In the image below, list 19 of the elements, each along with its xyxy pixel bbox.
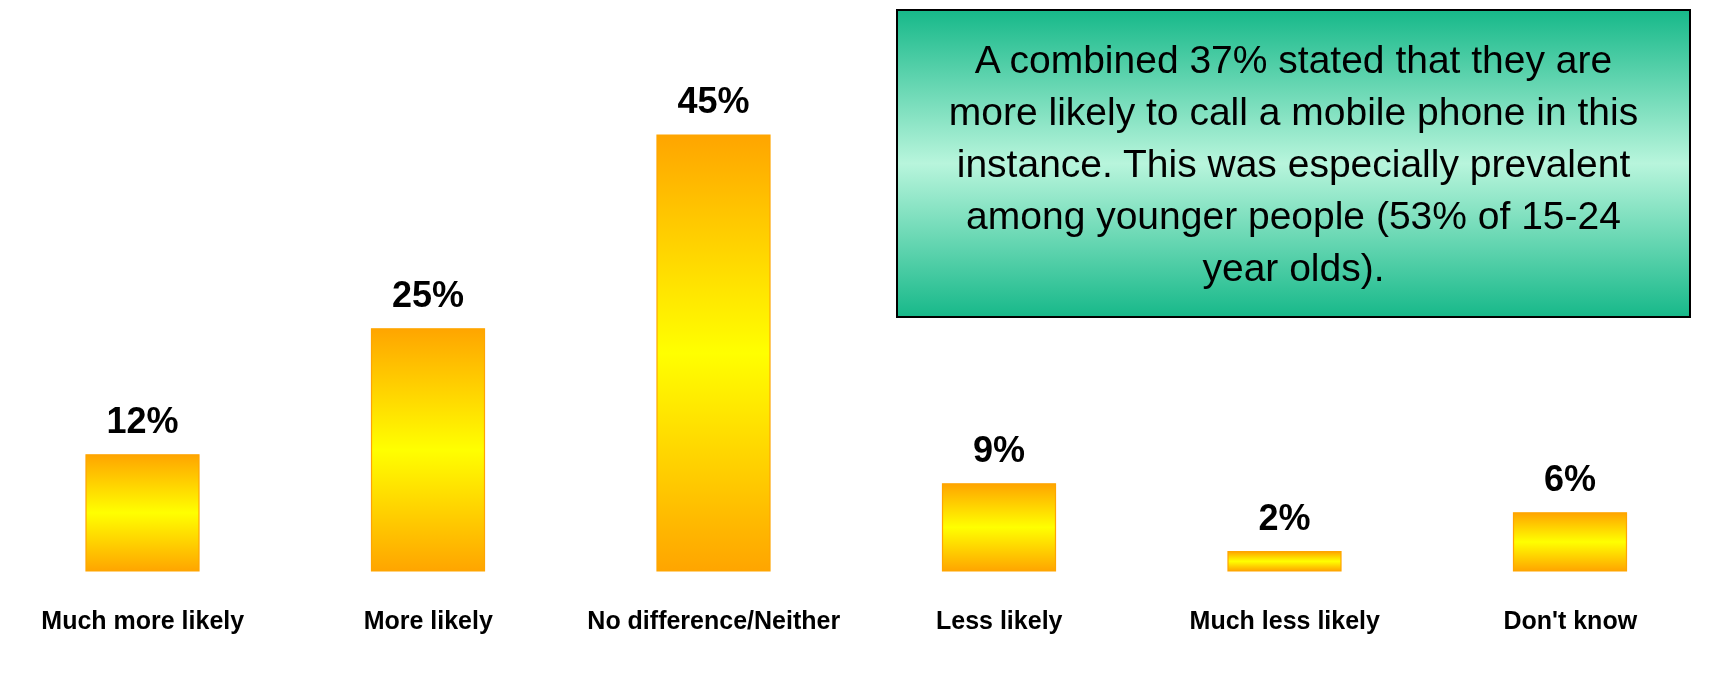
data-label: 45% (677, 80, 750, 121)
data-label: 25% (391, 273, 465, 315)
data-label: 2% (1258, 496, 1311, 538)
bar (1512, 512, 1628, 572)
bar (1227, 551, 1342, 572)
x-tick-label: Don't know (1503, 605, 1638, 634)
data-label: 6% (1543, 457, 1597, 499)
x-tick-label: No difference/Neither (587, 605, 841, 634)
x-tick-label: Less likely (936, 605, 1063, 634)
data-label: 12% (106, 399, 179, 441)
x-tick-label: Much more likely (41, 605, 245, 634)
text-box: A combined 37% stated that they are more likely to call a mobile phone in this instance. This was especially prevalent among younger people (53% of 15-24 year olds). (896, 9, 1691, 318)
bar (941, 483, 1057, 572)
bar (85, 454, 200, 572)
bar (656, 134, 771, 572)
bar (370, 328, 486, 572)
data-label: 9% (972, 428, 1026, 470)
x-tick-label: Much less likely (1189, 605, 1381, 634)
x-tick-label: More likely (363, 605, 493, 634)
